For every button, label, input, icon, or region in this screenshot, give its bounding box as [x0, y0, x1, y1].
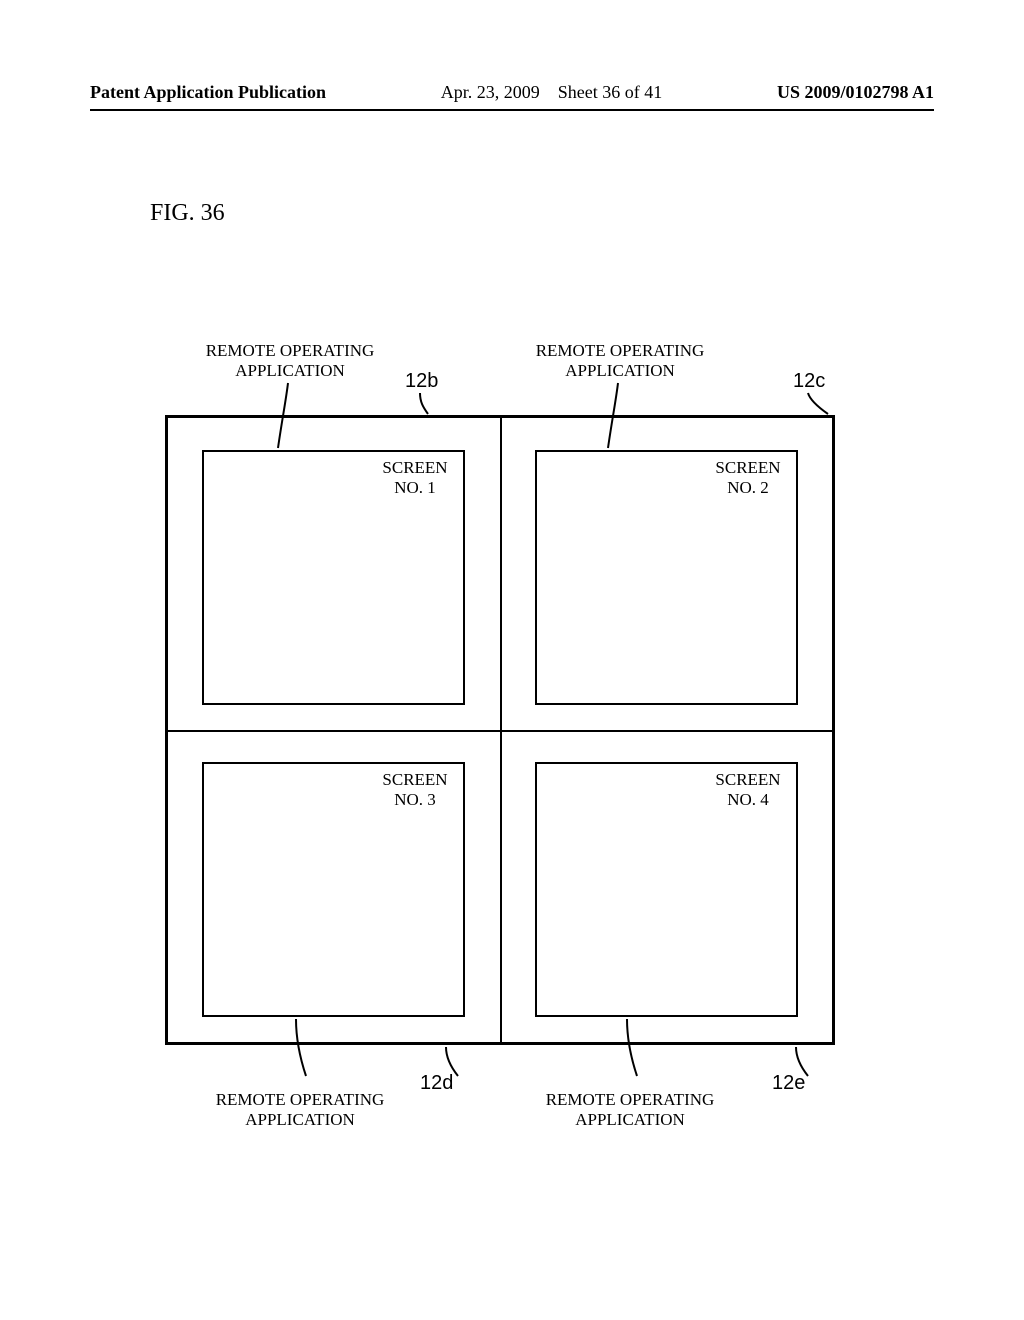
- divider-horizontal: [165, 730, 835, 732]
- app-label-bottom-right: REMOTE OPERATING APPLICATION: [520, 1090, 740, 1131]
- screen-label-4: SCREEN NO. 4: [708, 770, 788, 811]
- ref-12d: 12d: [420, 1072, 453, 1095]
- ref-12e: 12e: [772, 1072, 805, 1095]
- screen-label-1: SCREEN NO. 1: [375, 458, 455, 499]
- app-label-bottom-left: REMOTE OPERATING APPLICATION: [190, 1090, 410, 1131]
- screen-label-2: SCREEN NO. 2: [708, 458, 788, 499]
- screen-label-3: SCREEN NO. 3: [375, 770, 455, 811]
- page: Patent Application Publication Apr. 23, …: [0, 0, 1024, 1320]
